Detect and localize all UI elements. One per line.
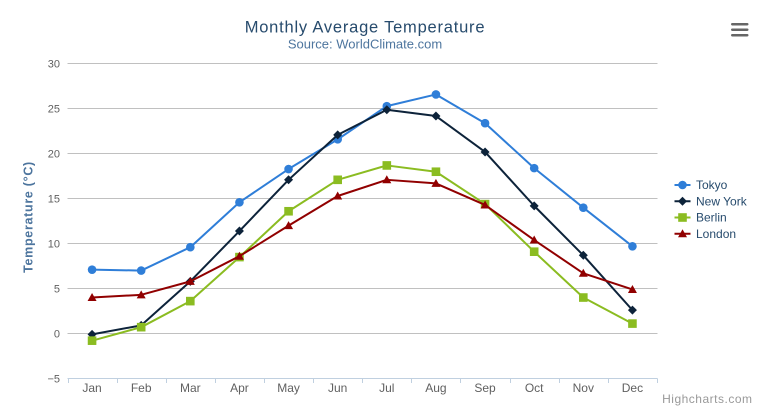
svg-text:May: May	[277, 381, 300, 395]
svg-text:Berlin: Berlin	[696, 211, 727, 225]
svg-text:Temperature (°C): Temperature (°C)	[22, 161, 36, 273]
svg-text:Jul: Jul	[379, 381, 394, 395]
svg-text:20: 20	[48, 149, 60, 161]
svg-text:Sep: Sep	[474, 381, 496, 395]
svg-text:Dec: Dec	[622, 381, 643, 395]
svg-text:Apr: Apr	[230, 381, 249, 395]
svg-text:Jan: Jan	[82, 381, 101, 395]
svg-text:Monthly Average Temperature: Monthly Average Temperature	[245, 19, 486, 37]
svg-text:Oct: Oct	[525, 381, 544, 395]
svg-text:0: 0	[54, 329, 60, 341]
svg-text:10: 10	[48, 239, 60, 251]
svg-text:Highcharts.com: Highcharts.com	[662, 392, 752, 406]
svg-text:New York: New York	[696, 194, 748, 208]
svg-text:−5: −5	[47, 374, 60, 386]
svg-text:Nov: Nov	[573, 381, 594, 395]
svg-text:Jun: Jun	[328, 381, 347, 395]
svg-text:15: 15	[48, 194, 60, 206]
svg-text:5: 5	[54, 284, 60, 296]
svg-text:25: 25	[48, 104, 60, 116]
svg-text:30: 30	[48, 59, 60, 71]
svg-text:Aug: Aug	[425, 381, 446, 395]
svg-text:London: London	[696, 227, 736, 241]
svg-text:Tokyo: Tokyo	[696, 178, 728, 192]
svg-text:Mar: Mar	[180, 381, 201, 395]
svg-text:Source: WorldClimate.com: Source: WorldClimate.com	[288, 37, 442, 52]
svg-text:Feb: Feb	[131, 381, 152, 395]
